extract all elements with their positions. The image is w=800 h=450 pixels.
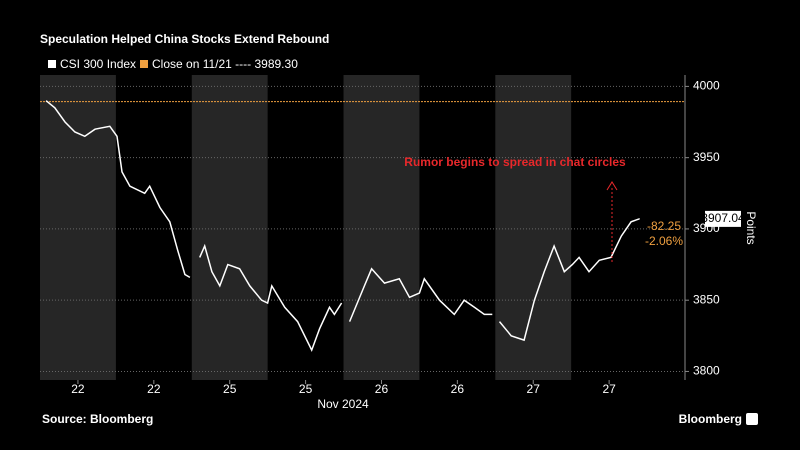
session-band (343, 75, 420, 380)
y-tick-label: 3800 (693, 364, 720, 378)
legend-label: CSI 300 Index (60, 57, 136, 71)
chart-title: Speculation Helped China Stocks Extend R… (40, 32, 329, 46)
y-tick-label: 3950 (693, 150, 720, 164)
brand: Bloomberg (679, 412, 742, 426)
legend-label: Close on 11/21 ---- 3989.30 (152, 57, 298, 71)
last-value-label: 3907.04 (701, 211, 745, 225)
brand-icon (746, 413, 758, 425)
change-label: -2.06% (645, 234, 683, 248)
session-band (495, 75, 572, 380)
y-tick-label: 4000 (693, 79, 720, 93)
legend-swatch (48, 60, 56, 68)
x-tick-label: 25 (299, 382, 313, 396)
annotation-arrowhead (606, 181, 618, 191)
last-value-box (705, 210, 741, 227)
y-axis-label: Points (744, 211, 758, 244)
source: Source: Bloomberg (42, 412, 153, 426)
session-band (40, 75, 116, 380)
y-tick-label: 3850 (693, 292, 720, 306)
x-tick-label: 25 (223, 382, 237, 396)
x-tick-label: 26 (375, 382, 389, 396)
x-axis-label: Nov 2024 (317, 397, 369, 411)
series-line (45, 100, 640, 352)
x-tick-label: 27 (602, 382, 616, 396)
legend-swatch (140, 60, 148, 68)
x-tick-label: 22 (147, 382, 161, 396)
x-tick-label: 26 (451, 382, 465, 396)
annotation: Rumor begins to spread in chat circles (404, 155, 626, 169)
change-label: -82.25 (647, 219, 681, 233)
x-tick-label: 22 (71, 382, 85, 396)
session-band (191, 75, 268, 380)
x-tick-label: 27 (527, 382, 541, 396)
